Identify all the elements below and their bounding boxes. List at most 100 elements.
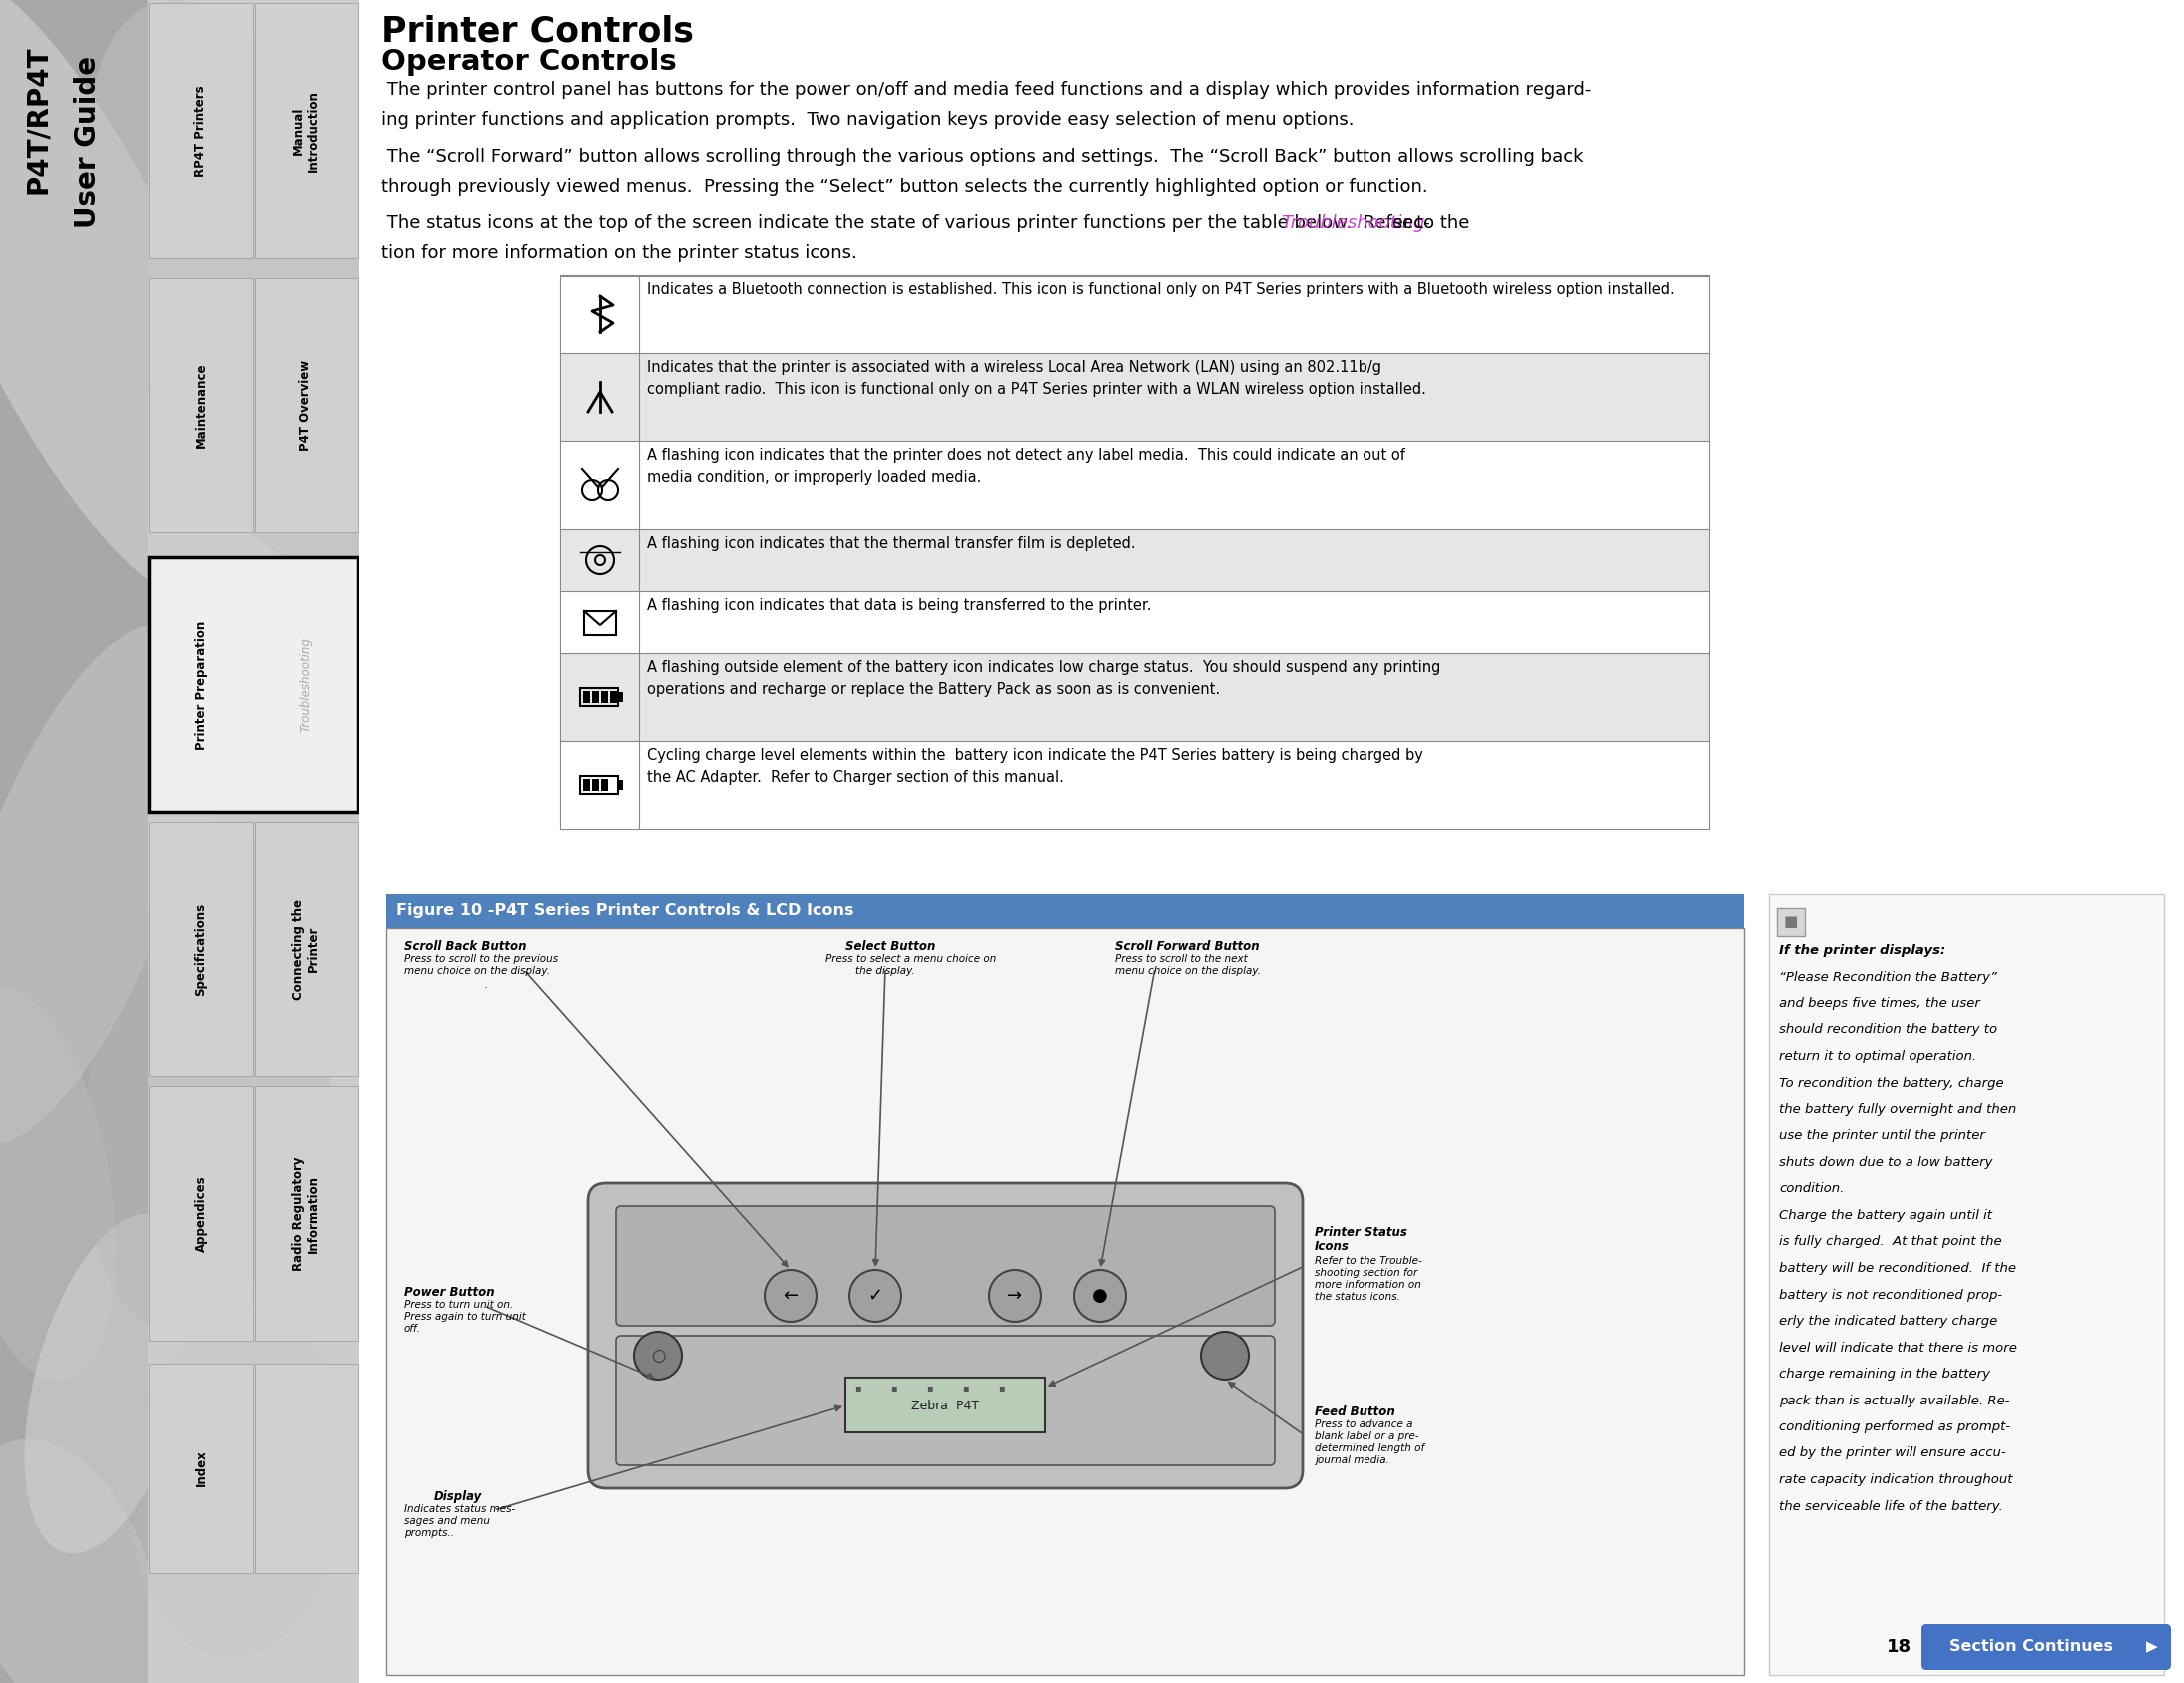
Bar <box>618 779 622 789</box>
Text: ing printer functions and application prompts.  Two navigation keys provide easy: ing printer functions and application pr… <box>382 111 1354 130</box>
Circle shape <box>1075 1269 1127 1321</box>
Text: Troubleshooting: Troubleshooting <box>299 638 312 732</box>
Text: Zebra  P4T: Zebra P4T <box>911 1399 978 1412</box>
Bar <box>592 779 598 791</box>
Text: A flashing icon indicates that the thermal transfer film is depleted.: A flashing icon indicates that the therm… <box>646 537 1136 550</box>
Bar <box>149 1363 253 1574</box>
Bar <box>561 653 1708 741</box>
Ellipse shape <box>0 0 251 606</box>
Text: ▶: ▶ <box>2147 1639 2158 1654</box>
Text: ▪: ▪ <box>926 1382 933 1392</box>
Text: ←: ← <box>784 1287 797 1304</box>
Bar <box>561 353 1708 441</box>
Bar <box>583 611 616 634</box>
Bar <box>1778 909 1804 936</box>
Text: Scroll Back Button: Scroll Back Button <box>404 941 526 953</box>
Text: The “Scroll Forward” button allows scrolling through the various options and set: The “Scroll Forward” button allows scrol… <box>382 148 1583 165</box>
Bar <box>581 776 618 794</box>
Text: ▪: ▪ <box>854 1382 860 1392</box>
Bar <box>561 276 1708 353</box>
Text: rate capacity indication throughout: rate capacity indication throughout <box>1778 1473 2014 1486</box>
Text: The status icons at the top of the screen indicate the state of various printer : The status icons at the top of the scree… <box>382 214 1476 232</box>
Bar <box>601 779 607 791</box>
Text: Scroll Forward Button: Scroll Forward Button <box>1116 941 1260 953</box>
Bar <box>601 690 607 703</box>
Text: Press again to turn unit: Press again to turn unit <box>404 1311 526 1321</box>
Bar <box>561 276 1708 828</box>
Bar <box>360 0 2184 1683</box>
Text: use the printer until the printer: use the printer until the printer <box>1778 1129 1985 1143</box>
Bar <box>609 690 616 703</box>
Text: condition.: condition. <box>1778 1183 1843 1195</box>
Text: P4T Overview: P4T Overview <box>299 360 312 451</box>
Text: sages and menu: sages and menu <box>404 1516 489 1526</box>
Text: Maintenance: Maintenance <box>194 362 207 448</box>
Text: more information on: more information on <box>1315 1279 1422 1289</box>
Text: ●: ● <box>1092 1287 1107 1304</box>
Text: Figure 10 -P4T Series Printer Controls & LCD Icons: Figure 10 -P4T Series Printer Controls &… <box>395 904 854 919</box>
Bar <box>581 688 618 705</box>
Text: pack than is actually available. Re-: pack than is actually available. Re- <box>1778 1394 2009 1407</box>
Text: If the printer displays:: If the printer displays: <box>1778 944 1946 958</box>
Text: Indicates that the printer is associated with a wireless Local Area Network (LAN: Indicates that the printer is associated… <box>646 360 1382 375</box>
Text: ▪: ▪ <box>961 1382 968 1392</box>
Text: A flashing outside element of the battery icon indicates low charge status.  You: A flashing outside element of the batter… <box>646 660 1441 675</box>
Text: through previously viewed menus.  Pressing the “Select” button selects the curre: through previously viewed menus. Pressin… <box>382 178 1428 195</box>
Bar <box>618 692 622 702</box>
Text: media condition, or improperly loaded media.: media condition, or improperly loaded me… <box>646 470 981 485</box>
Text: ✓: ✓ <box>867 1287 882 1304</box>
Text: sec-: sec- <box>1387 214 1431 232</box>
Text: blank label or a pre-: blank label or a pre- <box>1315 1432 1420 1441</box>
Text: the battery fully overnight and then: the battery fully overnight and then <box>1778 1102 2016 1116</box>
Bar <box>149 557 358 811</box>
Bar <box>256 1363 358 1574</box>
Ellipse shape <box>207 586 413 983</box>
Text: To recondition the battery, charge: To recondition the battery, charge <box>1778 1077 2005 1089</box>
Text: P4T/RP4T: P4T/RP4T <box>24 45 52 194</box>
Text: ■: ■ <box>1784 916 1797 929</box>
Bar <box>561 591 1708 653</box>
Text: Manual
Introduction: Manual Introduction <box>293 89 321 172</box>
Text: Feed Button: Feed Button <box>1315 1405 1396 1419</box>
Text: Connecting the
Printer: Connecting the Printer <box>293 899 321 1000</box>
Bar <box>256 278 358 532</box>
Text: Printer Controls: Printer Controls <box>382 13 695 47</box>
Bar <box>256 3 358 257</box>
Text: Press to select a menu choice on: Press to select a menu choice on <box>826 954 996 964</box>
Text: Index: Index <box>194 1451 207 1486</box>
Text: ▪: ▪ <box>998 1382 1005 1392</box>
Text: erly the indicated battery charge: erly the indicated battery charge <box>1778 1314 1998 1328</box>
Bar <box>583 779 590 791</box>
Bar <box>149 0 360 1683</box>
Text: prompts..: prompts.. <box>404 1528 454 1538</box>
Bar <box>561 441 1708 528</box>
Text: compliant radio.  This icon is functional only on a P4T Series printer with a WL: compliant radio. This icon is functional… <box>646 382 1426 397</box>
Text: A flashing icon indicates that the printer does not detect any label media.  Thi: A flashing icon indicates that the print… <box>646 448 1404 463</box>
Text: Appendices: Appendices <box>194 1176 207 1252</box>
Text: Charge the battery again until it: Charge the battery again until it <box>1778 1208 1992 1222</box>
Text: shooting section for: shooting section for <box>1315 1267 1417 1277</box>
FancyBboxPatch shape <box>616 1336 1275 1466</box>
Ellipse shape <box>87 0 422 571</box>
Text: off.: off. <box>404 1323 422 1333</box>
Bar <box>561 741 1708 828</box>
Text: the AC Adapter.  Refer to Charger section of this manual.: the AC Adapter. Refer to Charger section… <box>646 769 1064 784</box>
Circle shape <box>850 1269 902 1321</box>
Text: conditioning performed as prompt-: conditioning performed as prompt- <box>1778 1420 2011 1434</box>
Text: The printer control panel has buttons for the power on/off and media feed functi: The printer control panel has buttons fo… <box>382 81 1592 99</box>
Circle shape <box>1201 1331 1249 1380</box>
Text: Indicates a Bluetooth connection is established. This icon is functional only on: Indicates a Bluetooth connection is esta… <box>646 283 1675 298</box>
Ellipse shape <box>0 624 203 1144</box>
Ellipse shape <box>129 1309 349 1658</box>
Text: Operator Controls: Operator Controls <box>382 47 677 76</box>
Text: Cycling charge level elements within the  battery icon indicate the P4T Series b: Cycling charge level elements within the… <box>646 747 1424 762</box>
Text: menu choice on the display.: menu choice on the display. <box>1116 966 1260 976</box>
Bar <box>1769 894 2164 1675</box>
Text: A flashing icon indicates that data is being transferred to the printer.: A flashing icon indicates that data is b… <box>646 597 1151 613</box>
Text: the status icons.: the status icons. <box>1315 1291 1400 1301</box>
Text: Press to advance a: Press to advance a <box>1315 1419 1413 1429</box>
Text: Select Button: Select Button <box>845 941 935 953</box>
Text: charge remaining in the battery: charge remaining in the battery <box>1778 1368 1990 1380</box>
Text: Section Continues: Section Continues <box>1950 1639 2114 1654</box>
Text: Icons: Icons <box>1315 1240 1350 1252</box>
